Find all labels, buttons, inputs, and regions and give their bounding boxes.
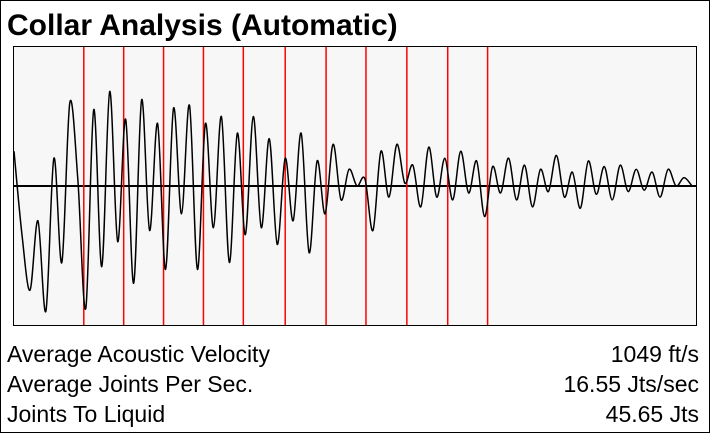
stat-value: 1049 ft/s: [610, 341, 699, 367]
stat-label: Average Acoustic Velocity: [7, 341, 270, 367]
stat-value: 45.65 Jts: [605, 401, 699, 427]
stat-row-joints-to-liquid: Joints To Liquid 45.65 Jts: [7, 399, 699, 429]
panel-title: Collar Analysis (Automatic): [7, 9, 398, 42]
acoustic-trace-chart: [13, 46, 697, 326]
stat-value: 16.55 Jts/sec: [563, 371, 699, 397]
waveform-series-line: [14, 90, 693, 313]
stat-label: Joints To Liquid: [7, 401, 166, 427]
acoustic-trace-svg: [14, 47, 696, 325]
stat-label: Average Joints Per Sec.: [7, 371, 254, 397]
collar-stats: Average Acoustic Velocity 1049 ft/s Aver…: [7, 339, 699, 429]
stat-row-joints-per-sec: Average Joints Per Sec. 16.55 Jts/sec: [7, 369, 699, 399]
stat-row-acoustic-velocity: Average Acoustic Velocity 1049 ft/s: [7, 339, 699, 369]
